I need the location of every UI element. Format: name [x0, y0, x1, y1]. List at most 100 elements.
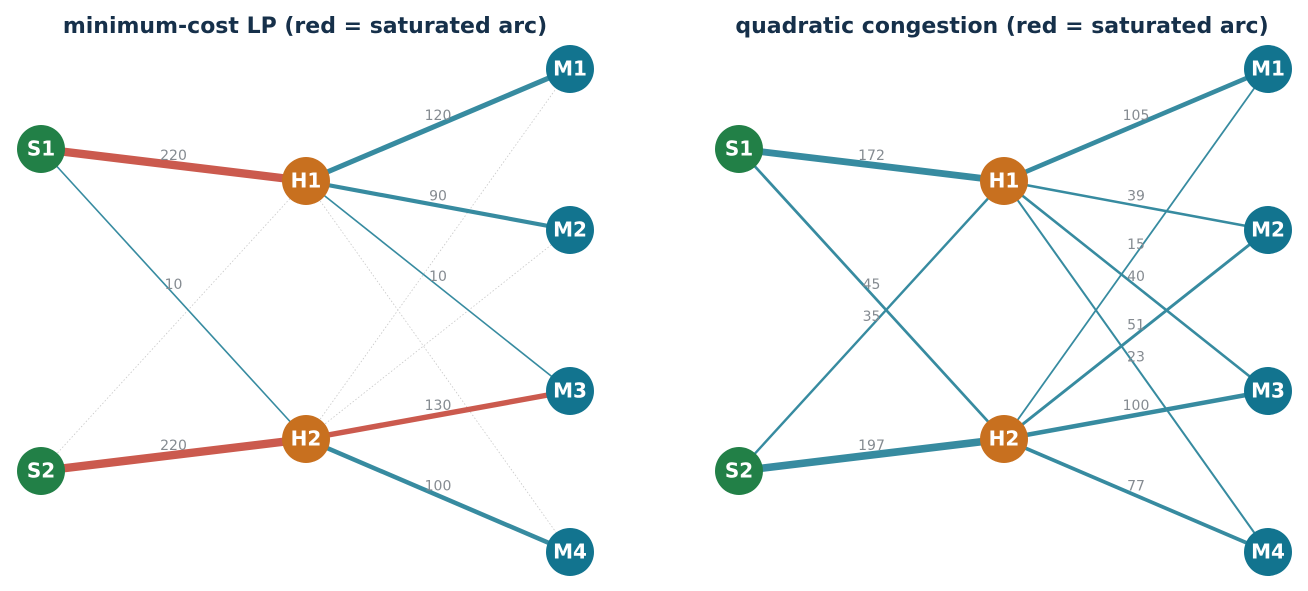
node-label: H2 — [989, 427, 1020, 451]
node-circle — [980, 157, 1028, 205]
node-m3: M3 — [1244, 367, 1292, 415]
node-m2: M2 — [1244, 206, 1292, 254]
node-label: M1 — [553, 57, 587, 81]
node-circle — [715, 125, 763, 173]
node-circle — [1244, 206, 1292, 254]
edge-h2-m2 — [305, 229, 571, 440]
flow-label-s1-h1: 220 — [160, 148, 187, 164]
node-s1: S1 — [715, 125, 763, 173]
node-m4: M4 — [546, 528, 594, 576]
flow-label-s2-h1: 35 — [863, 309, 881, 325]
node-label: S2 — [725, 459, 753, 483]
edge-h1-m2 — [305, 178, 571, 233]
edge-s1-h1 — [738, 145, 1005, 185]
edge-h2-m4 — [305, 436, 571, 555]
node-label: S1 — [27, 137, 55, 161]
panel-title-min-cost-lp: minimum-cost LP (red = saturated arc) — [63, 14, 547, 39]
flow-label-h1-m1: 120 — [425, 108, 452, 124]
flow-label-h1-m1: 105 — [1123, 108, 1150, 124]
node-m4: M4 — [1244, 528, 1292, 576]
edge-h2-m1 — [1003, 68, 1269, 440]
flow-label-h2-m3: 100 — [1123, 398, 1150, 414]
edge-h1-m1 — [1003, 66, 1269, 184]
flow-label-h2-m2: 51 — [1127, 318, 1145, 334]
edge-h1-m1 — [304, 66, 572, 184]
node-m1: M1 — [546, 45, 594, 93]
edge-s1-h2 — [40, 148, 307, 440]
node-h2: H2 — [980, 415, 1028, 463]
node-label: H1 — [291, 169, 322, 193]
edge-h1-m2 — [1003, 179, 1269, 232]
flow-label-s1-h1: 172 — [858, 148, 885, 164]
node-label: M1 — [1251, 57, 1285, 81]
flow-label-h1-m3: 10 — [429, 269, 447, 285]
edge-s2-h1 — [40, 180, 307, 472]
node-m1: M1 — [1244, 45, 1292, 93]
flow-label-h1-m3: 40 — [1127, 269, 1145, 285]
node-circle — [546, 206, 594, 254]
edge-h1-m4 — [1003, 180, 1269, 553]
panel-title-quadratic-congestion: quadratic congestion (red = saturated ar… — [735, 14, 1268, 39]
node-label: M4 — [1251, 540, 1285, 564]
edge-layer — [737, 66, 1269, 554]
flow-label-s1-h2: 10 — [165, 277, 183, 293]
flow-label-h2-m1: 15 — [1127, 237, 1145, 253]
flow-label-s2-h2: 220 — [160, 438, 187, 454]
edge-h2-m3 — [1003, 388, 1269, 442]
node-circle — [546, 45, 594, 93]
node-s2: S2 — [17, 447, 65, 495]
node-label: H2 — [291, 427, 322, 451]
node-circle — [980, 415, 1028, 463]
node-circle — [17, 125, 65, 173]
node-h1: H1 — [980, 157, 1028, 205]
edge-s2-h1 — [738, 180, 1005, 472]
flow-label-layer: 172 45 35 197 105 39 40 23 15 51 100 77 — [858, 108, 1149, 495]
node-m2: M2 — [546, 206, 594, 254]
edge-s1-h2 — [737, 148, 1006, 440]
flow-label-s2-h2: 197 — [858, 438, 885, 454]
node-layer: S1 S2 H1 H2 M1 M2 M3 M4 — [715, 45, 1292, 576]
panel-quadratic-congestion: quadratic congestion (red = saturated ar… — [715, 14, 1292, 576]
edge-h2-m4 — [1003, 437, 1269, 554]
node-circle — [282, 415, 330, 463]
node-layer: S1 S2 H1 H2 M1 M2 M3 M4 — [17, 45, 594, 576]
flow-label-h1-m4: 23 — [1127, 350, 1145, 366]
node-label: S2 — [27, 459, 55, 483]
edge-h2-m3 — [305, 388, 571, 442]
node-circle — [546, 528, 594, 576]
node-circle — [1244, 528, 1292, 576]
node-label: M3 — [553, 379, 587, 403]
node-circle — [1244, 367, 1292, 415]
node-s2: S2 — [715, 447, 763, 495]
edge-h1-m3 — [305, 180, 571, 392]
node-circle — [1244, 45, 1292, 93]
node-h1: H1 — [282, 157, 330, 205]
flow-label-h2-m4: 100 — [425, 479, 452, 495]
flow-label-h1-m2: 39 — [1127, 189, 1145, 205]
edge-h1-m3 — [1003, 179, 1269, 393]
node-circle — [546, 367, 594, 415]
node-h2: H2 — [282, 415, 330, 463]
edge-h1-m4 — [305, 180, 571, 553]
flow-label-s1-h2: 45 — [863, 277, 881, 293]
node-label: M4 — [553, 540, 587, 564]
panel-min-cost-lp: minimum-cost LP (red = saturated arc) 22… — [17, 14, 594, 576]
flow-label-h2-m3: 130 — [425, 398, 452, 414]
node-label: M3 — [1251, 379, 1285, 403]
node-circle — [17, 447, 65, 495]
flow-label-layer: 220 10 220 120 90 10 130 100 — [160, 108, 451, 495]
node-circle — [282, 157, 330, 205]
node-s1: S1 — [17, 125, 65, 173]
edge-layer — [40, 66, 572, 555]
node-label: M2 — [553, 218, 587, 242]
flow-label-h2-m4: 77 — [1127, 479, 1145, 495]
edge-h2-m2 — [1003, 228, 1269, 441]
edge-s2-h2 — [738, 435, 1005, 475]
flow-label-h1-m2: 90 — [429, 189, 447, 205]
node-label: M2 — [1251, 218, 1285, 242]
edge-h2-m1 — [305, 68, 571, 440]
edge-s2-h2 — [40, 434, 307, 476]
node-circle — [715, 447, 763, 495]
node-label: H1 — [989, 169, 1020, 193]
